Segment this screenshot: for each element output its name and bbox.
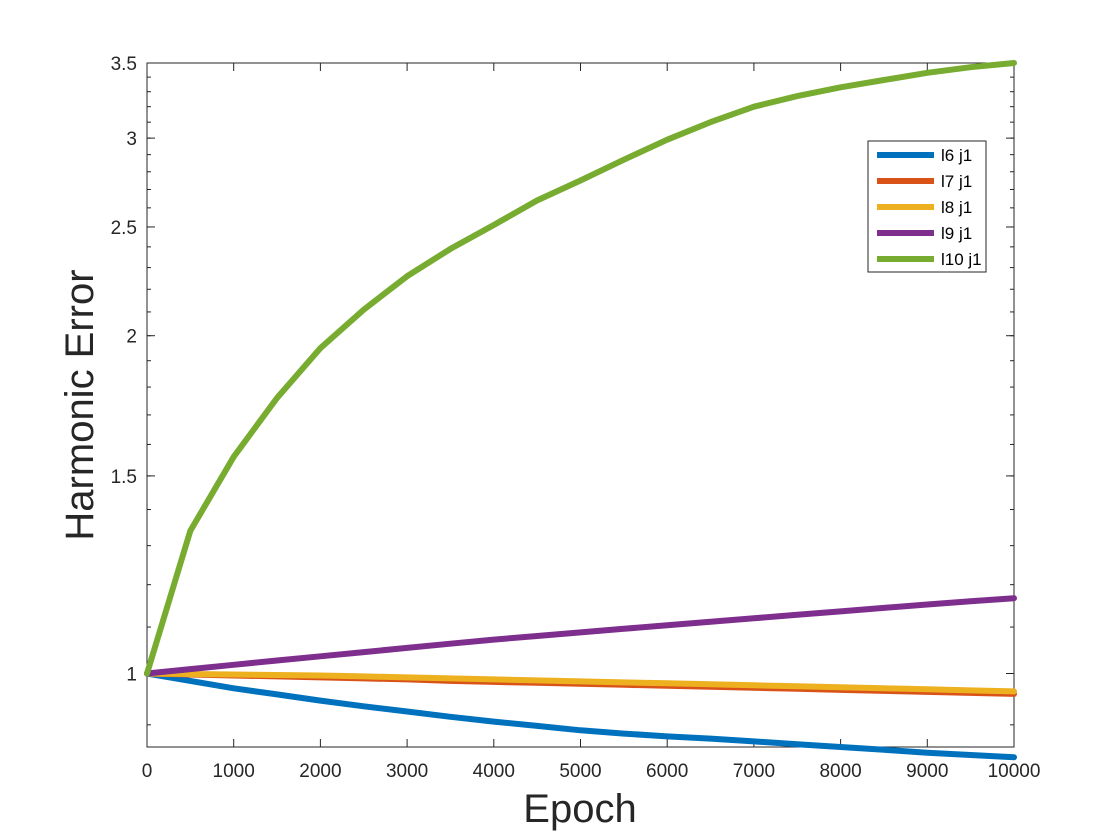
x-tick-label: 4000	[473, 761, 515, 782]
series-line	[144, 595, 1017, 677]
y-tick-label: 2.5	[111, 218, 137, 239]
legend-label: l8 j1	[941, 198, 972, 217]
legend-label: l6 j1	[941, 146, 972, 165]
x-tick-label: 0	[142, 761, 153, 782]
x-tick-label: 1000	[213, 761, 255, 782]
x-tick-label: 3000	[386, 761, 428, 782]
x-axis-ticks: 0 1000 2000 3000 4000 5000 6000 7000 8000 9000 100…	[142, 63, 1041, 782]
x-tick-label: 6000	[646, 761, 688, 782]
y-axis-ticks: 1 1.5 2 2.5 3 3.5	[111, 54, 1014, 726]
x-axis-title: Epoch	[523, 787, 636, 831]
legend-label: l9 j1	[941, 224, 972, 243]
y-tick-label: 1	[126, 665, 137, 686]
x-tick-label: 10000	[988, 761, 1041, 782]
series-line	[144, 670, 1017, 695]
series-line	[144, 670, 1017, 761]
legend: l6 j1 l7 j1 l8 j1 l9 j1 l10 j1	[867, 140, 987, 273]
series-lines	[144, 60, 1017, 761]
x-tick-label: 5000	[559, 761, 601, 782]
x-tick-label: 7000	[733, 761, 775, 782]
legend-label: l10 j1	[941, 250, 982, 269]
y-tick-label: 1.5	[111, 467, 137, 488]
y-tick-label: 3	[126, 129, 137, 150]
x-tick-label: 8000	[819, 761, 861, 782]
series-line	[144, 60, 1017, 677]
x-tick-label: 9000	[906, 761, 948, 782]
legend-label: l7 j1	[941, 172, 972, 191]
y-axis-title: Harmonic Error	[58, 269, 102, 540]
y-tick-label: 2	[126, 327, 137, 348]
x-tick-label: 2000	[299, 761, 341, 782]
y-tick-label: 3.5	[111, 54, 137, 75]
